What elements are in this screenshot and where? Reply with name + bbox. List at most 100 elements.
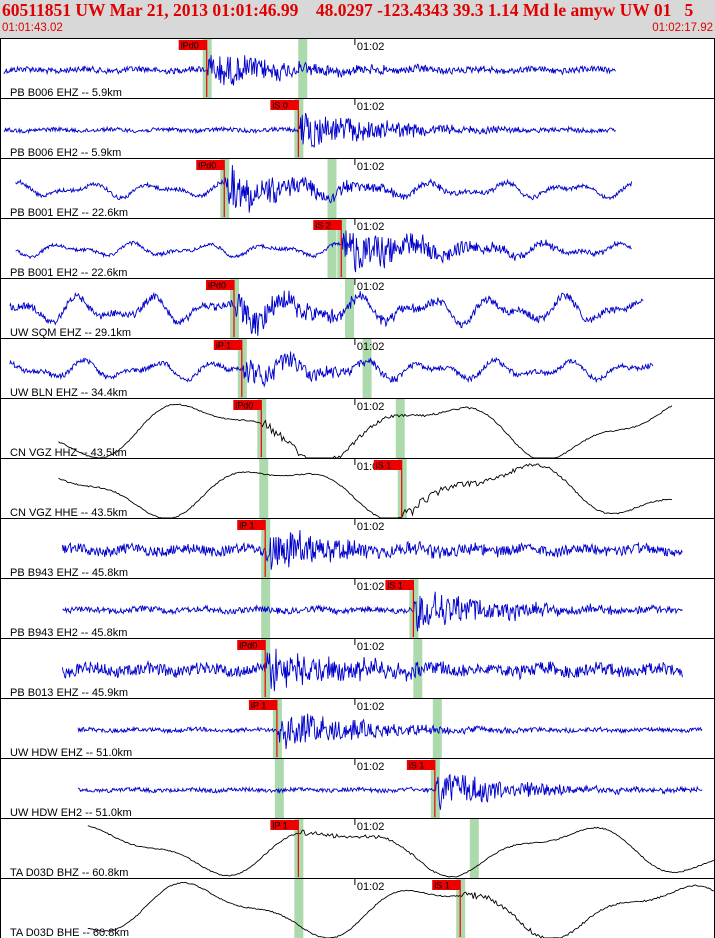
phase-window: [294, 879, 304, 938]
pick-label: iP 1: [251, 701, 266, 711]
trace-panel: 01:02 iPd0 PB B001 EHZ -- 22.6km: [0, 158, 715, 219]
station-label: UW BLN EHZ -- 34.4km: [10, 387, 127, 399]
tick-label: 01:02: [357, 761, 385, 773]
start-time-label: 01:01:43.02: [2, 22, 63, 34]
pick-flag: [248, 700, 277, 710]
pick-flag: [385, 580, 414, 590]
pick-flag: [213, 340, 242, 350]
waveform-trace: [58, 403, 673, 459]
trace-panel: 01:02 iP 1 UW HDW EHZ -- 51.0km: [0, 698, 715, 759]
trace-panel: 01:02 iS 2 PB B001 EH2 -- 22.6km: [0, 218, 715, 279]
pick-label: iS 1: [376, 461, 392, 471]
pick-label: iPd0: [198, 161, 216, 171]
pick-flag: [432, 880, 461, 890]
station-label: PB B943 EH2 -- 45.8km: [10, 627, 127, 639]
tick-label: 01:02: [357, 881, 385, 893]
phase-window: [274, 759, 284, 818]
station-label: UW HDW EH2 -- 51.0km: [10, 807, 132, 819]
waveform-trace: [15, 230, 632, 273]
pick-flag: [206, 280, 234, 290]
waveform-trace: [15, 165, 633, 213]
station-label: UW HDW EHZ -- 51.0km: [10, 747, 132, 759]
pick-label: iPd0: [235, 401, 253, 411]
end-time-label: 01:02:17.92: [652, 22, 713, 34]
phase-window: [261, 579, 271, 638]
pick-label: iS 2: [315, 221, 331, 231]
trace-panel: 01:02 iPd0 PB B013 EHZ -- 45.9km: [0, 638, 715, 699]
header-bar: 60511851 UW Mar 21, 2013 01:01:46.99 48.…: [0, 0, 715, 38]
waveform-trace: [61, 530, 683, 570]
tick-label: 01:02: [357, 581, 385, 593]
tick-label: 01:02: [357, 821, 385, 833]
station-label: PB B943 EHZ -- 45.8km: [10, 567, 128, 579]
station-label: CN VGZ HHE -- 43.5km: [10, 507, 127, 519]
phase-window: [327, 219, 337, 278]
pick-label: iS 1: [387, 581, 403, 591]
station-label: TA D03D BHZ -- 60.8km: [10, 867, 128, 879]
pick-label: iP 1: [239, 521, 254, 531]
tick-label: 01:02: [357, 281, 385, 293]
seismogram-plot: 01:02 iPd0 PB B006 EHZ -- 5.9km 01:02 iS 0 PB…: [0, 38, 715, 938]
trace-panel: 01:02 iS 1 PB B943 EH2 -- 45.8km: [0, 578, 715, 639]
phase-window: [469, 819, 479, 878]
waveform-trace: [62, 591, 683, 632]
pick-flag: [270, 820, 299, 830]
station-label: PB B013 EHZ -- 45.9km: [10, 687, 128, 699]
pick-flag: [373, 460, 402, 470]
waveform-trace: [9, 351, 654, 388]
tick-label: 01:02: [357, 641, 385, 653]
event-title: 60511851 UW Mar 21, 2013 01:01:46.99 48.…: [2, 0, 694, 20]
pick-flag: [270, 100, 299, 110]
pick-label: iP 1: [272, 821, 287, 831]
phase-window: [395, 399, 405, 458]
tick-label: 01:02: [357, 161, 385, 173]
pick-flag: [406, 760, 435, 770]
waveform-trace: [87, 825, 715, 878]
phase-window: [345, 279, 355, 338]
pick-label: iPd0: [181, 41, 199, 51]
station-label: CN VGZ HHZ -- 43.5km: [10, 447, 127, 459]
pick-flag: [313, 220, 342, 230]
pick-flag: [237, 640, 266, 650]
tick-label: 01:02: [357, 101, 385, 113]
pick-label: iS 0: [272, 101, 288, 111]
waveform-trace: [77, 773, 703, 810]
station-label: PB B001 EHZ -- 22.6km: [10, 207, 128, 219]
tick-label: 01:02: [357, 401, 385, 413]
station-label: PB B001 EH2 -- 22.6km: [10, 267, 127, 279]
waveform-trace: [77, 713, 703, 750]
station-label: PB B006 EH2 -- 5.9km: [10, 147, 121, 159]
tick-label: 01:02: [357, 221, 385, 233]
phase-window: [298, 39, 308, 98]
waveform-trace: [58, 463, 673, 519]
pick-label: iS 1: [409, 761, 425, 771]
phase-window: [362, 339, 372, 398]
pick-label: iPd0: [208, 281, 226, 291]
waveform-trace: [3, 55, 617, 86]
trace-panel: 01:02 iPd0 CN VGZ HHZ -- 43.5km: [0, 398, 715, 459]
trace-panel: 01:02 iP 1 PB B943 EHZ -- 45.8km: [0, 518, 715, 579]
pick-flag: [237, 520, 266, 530]
waveform-trace: [3, 112, 617, 148]
waveform-trace: [9, 290, 644, 336]
tick-label: 01:02: [357, 521, 385, 533]
trace-panel: 01:02 iP 1 TA D03D BHZ -- 60.8km: [0, 818, 715, 879]
pick-flag: [196, 160, 225, 170]
trace-panel: 01:02 iS 0 PB B006 EH2 -- 5.9km: [0, 98, 715, 159]
trace-panel: 01:02 iS 1 UW HDW EH2 -- 51.0km: [0, 758, 715, 819]
tick-label: 01:02: [357, 341, 385, 353]
trace-panel: 01:02 iP 1 UW BLN EHZ -- 34.4km: [0, 338, 715, 399]
pick-label: iPd0: [239, 641, 257, 651]
station-label: TA D03D BHE -- 60.8km: [10, 927, 129, 938]
phase-window: [259, 459, 269, 518]
phase-window: [327, 159, 337, 218]
pick-flag: [233, 400, 262, 410]
trace-panel: 01:02 iPd0 PB B006 EHZ -- 5.9km: [0, 38, 715, 99]
tick-label: 01:02: [357, 701, 385, 713]
tick-label: 01:02: [357, 41, 385, 53]
pick-label: iS 1: [434, 881, 450, 891]
trace-panel: 01:02 iS 1 TA D03D BHE -- 60.8km: [0, 878, 715, 938]
waveform-trace: [87, 881, 715, 938]
pick-label: iP 1: [216, 341, 231, 351]
